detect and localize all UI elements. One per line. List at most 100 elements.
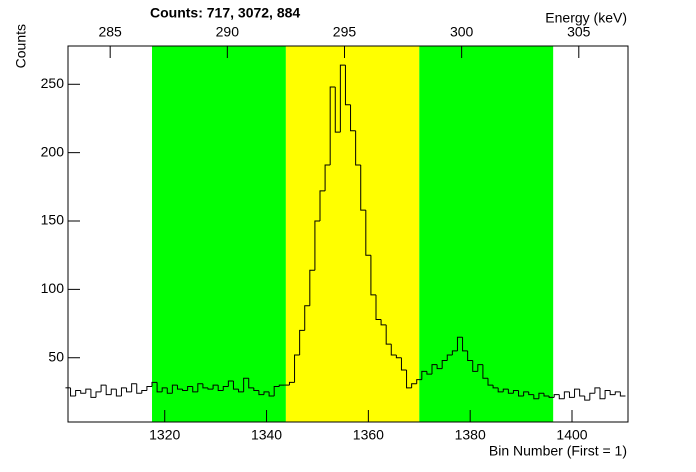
y-axis-label: Counts — [13, 24, 29, 68]
x2-axis-label: Energy (keV) — [545, 10, 627, 26]
x2-tick-label: 305 — [567, 24, 591, 40]
histogram-bin — [222, 385, 229, 391]
histogram-bin — [334, 87, 341, 133]
x-tick-label: 1380 — [455, 427, 486, 443]
histogram-bin — [156, 382, 163, 393]
x-tick-label: 1400 — [556, 427, 587, 443]
histogram-bin — [477, 364, 483, 372]
histogram-bin — [273, 385, 280, 397]
chart-title: Counts: 717, 3072, 884 — [150, 5, 300, 21]
y-tick-label: 100 — [41, 280, 65, 296]
histogram-bin — [355, 130, 361, 166]
histogram-bin — [406, 370, 412, 389]
histogram-bin — [95, 391, 102, 398]
histogram-bin — [507, 389, 514, 394]
histogram-bin — [131, 383, 137, 392]
histogram-bin — [227, 380, 234, 387]
histogram-bin — [380, 319, 387, 326]
histogram-bin — [604, 390, 611, 399]
histogram-bin — [294, 354, 300, 383]
histogram-bin — [512, 390, 519, 394]
histogram-bin — [70, 387, 76, 397]
histogram-bin — [217, 385, 224, 392]
histogram-bin — [492, 385, 499, 389]
histogram-bin — [212, 384, 219, 390]
histogram-bin — [436, 364, 443, 370]
histogram-bin — [497, 387, 504, 393]
histogram-bin — [574, 388, 580, 398]
histogram-bin — [472, 360, 478, 372]
histogram-bin — [126, 387, 132, 393]
histogram-bin — [568, 391, 575, 398]
region-band — [152, 46, 286, 422]
histogram-bin — [248, 378, 254, 389]
histogram-bin — [263, 391, 270, 395]
histogram-bin — [584, 396, 590, 401]
histogram-bin — [309, 269, 315, 306]
histogram-bin — [594, 387, 600, 394]
histogram-bin — [85, 388, 91, 394]
histogram-bin — [202, 383, 208, 389]
histogram-bin — [258, 390, 264, 396]
histogram-bin — [100, 384, 107, 392]
histogram-bin — [563, 391, 570, 399]
histogram-bin — [523, 391, 529, 397]
x-tick-label: 1360 — [353, 427, 384, 443]
histogram-bin — [232, 380, 239, 390]
histogram-bin — [105, 385, 112, 396]
histogram-bin — [416, 379, 422, 384]
histogram-bin — [553, 394, 560, 398]
region-band — [419, 46, 554, 422]
histogram-bin — [176, 385, 183, 390]
histogram-bin — [538, 392, 544, 399]
histogram-bin — [304, 305, 310, 331]
histogram-bin — [533, 394, 539, 400]
histogram-bin — [456, 336, 463, 351]
histogram-bin — [146, 385, 152, 391]
histogram-bin — [487, 378, 494, 386]
histogram-bin — [161, 387, 168, 392]
histogram-bin — [589, 392, 595, 401]
histogram-bin — [278, 384, 285, 387]
histogram-bin — [115, 389, 122, 397]
histogram-bin — [543, 393, 550, 397]
y-tick-label: 50 — [48, 348, 64, 364]
x2-tick-label: 295 — [333, 24, 357, 40]
histogram-bin — [136, 383, 142, 394]
histogram-bin — [344, 65, 351, 106]
histogram-bin — [426, 371, 432, 375]
histogram-bin — [558, 394, 565, 400]
histogram-bin — [171, 384, 178, 394]
histogram-bin — [609, 390, 616, 396]
histogram-bin — [151, 381, 158, 387]
histogram-bin — [421, 370, 427, 380]
histogram-bin — [324, 164, 331, 191]
histogram-bin — [599, 387, 606, 400]
plot-frame — [67, 45, 629, 423]
histogram-bin — [482, 364, 488, 379]
histogram-bin — [441, 359, 448, 369]
histogram-bin — [253, 387, 259, 392]
histogram-bin — [390, 344, 397, 356]
histogram-bin — [80, 390, 86, 394]
region-band — [285, 46, 420, 422]
histogram-bin — [614, 391, 621, 395]
histogram-bin — [141, 390, 147, 394]
y-tick-label: 250 — [41, 75, 65, 91]
x2-tick-label: 290 — [216, 24, 240, 40]
histogram-bin — [518, 390, 524, 397]
histogram-bin — [467, 350, 473, 361]
histogram-bin — [110, 388, 117, 395]
histogram-bin — [375, 294, 382, 320]
x-axis-label: Bin Number (First = 1) — [489, 443, 627, 459]
histogram-bin — [451, 350, 458, 356]
histogram-bin — [207, 387, 214, 390]
histogram-bin — [365, 210, 371, 256]
histogram-bin — [462, 337, 468, 352]
histogram-bin — [243, 377, 249, 392]
histogram-bin — [329, 86, 336, 165]
histogram-bin — [238, 389, 244, 393]
histogram-bin — [548, 396, 555, 398]
histogram-bin — [360, 164, 366, 211]
histogram-bin — [166, 387, 173, 394]
